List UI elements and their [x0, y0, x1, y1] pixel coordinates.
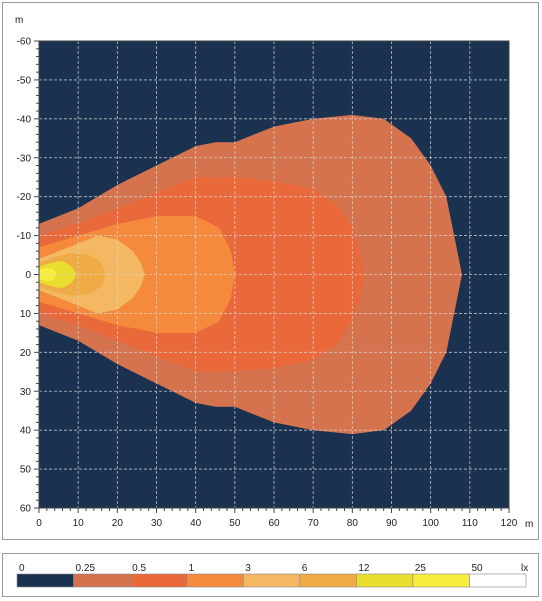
- x-tick-label: 120: [501, 518, 518, 529]
- y-tick-label: 60: [20, 504, 32, 515]
- x-tick-label: 110: [462, 518, 478, 529]
- legend-label-3: 3: [245, 563, 251, 574]
- illuminance-plot: m m 0 10 20 30 40 50 60 70 80 90 100 110 120-60-50-4…: [15, 15, 533, 530]
- y-tick-label: -10: [17, 231, 32, 242]
- legend-swatch-25: [412, 573, 470, 588]
- legend-label-12: 12: [358, 563, 370, 574]
- x-tick-label: 40: [190, 518, 202, 529]
- x-tick-label: 20: [112, 518, 124, 529]
- y-axis-label: m: [15, 15, 23, 26]
- y-tick-label: -60: [17, 37, 32, 48]
- x-tick-label: 60: [268, 518, 280, 529]
- legend-label-1: 1: [189, 563, 195, 574]
- y-tick-label: -30: [17, 153, 32, 164]
- x-tick-label: 90: [386, 518, 398, 529]
- legend-swatch-3: [242, 573, 301, 588]
- legend-label-6: 6: [302, 563, 308, 574]
- legend-swatch-1: [186, 573, 244, 588]
- x-tick-label: 30: [151, 518, 163, 529]
- x-tick-label: 100: [422, 518, 439, 529]
- legend-swatch-0.5: [129, 573, 187, 588]
- y-tick-label: 10: [20, 309, 32, 320]
- legend-label-0: 0: [19, 563, 25, 574]
- illuminance-legend: lx 0 0.25 0.5 1 3 6 12 25 50: [16, 563, 528, 588]
- legend-label-0.5: 0.5: [132, 563, 146, 574]
- legend-swatch-0.25: [73, 573, 131, 588]
- y-tick-label: 40: [20, 426, 32, 437]
- y-tick-label: 0: [25, 270, 31, 281]
- y-tick-label: 50: [20, 465, 32, 476]
- x-tick-label: 70: [308, 518, 320, 529]
- legend-label-50: 50: [471, 563, 483, 574]
- x-tick-label: 0: [36, 518, 42, 529]
- legend-panel: lx 0 0.25 0.5 1 3 6 12 25 50: [2, 553, 539, 597]
- legend-swatch-12: [356, 573, 414, 588]
- y-tick-label: -40: [17, 114, 32, 125]
- plot-panel: m m 0 10 20 30 40 50 60 70 80 90 100 110 120 -60 -50 -4…: [2, 2, 539, 540]
- y-tick-label: -50: [17, 75, 32, 86]
- x-tick-label: 80: [347, 518, 359, 529]
- contour-12: [39, 260, 77, 289]
- y-tick-label: 30: [20, 387, 32, 398]
- legend-swatch-6: [299, 573, 357, 588]
- legend-swatch-50: [469, 573, 527, 588]
- legend-label-25: 25: [415, 563, 427, 574]
- y-tick-label: -20: [17, 192, 32, 203]
- y-tick-label: 20: [20, 348, 32, 359]
- contour-25: [39, 267, 57, 282]
- legend-swatch-0: [16, 573, 74, 588]
- legend-unit-label: lx: [521, 563, 528, 574]
- x-tick-label: 50: [229, 518, 241, 529]
- x-tick-label: 10: [73, 518, 85, 529]
- legend-label-0.25: 0.25: [76, 563, 96, 574]
- x-axis-label: m: [525, 519, 533, 530]
